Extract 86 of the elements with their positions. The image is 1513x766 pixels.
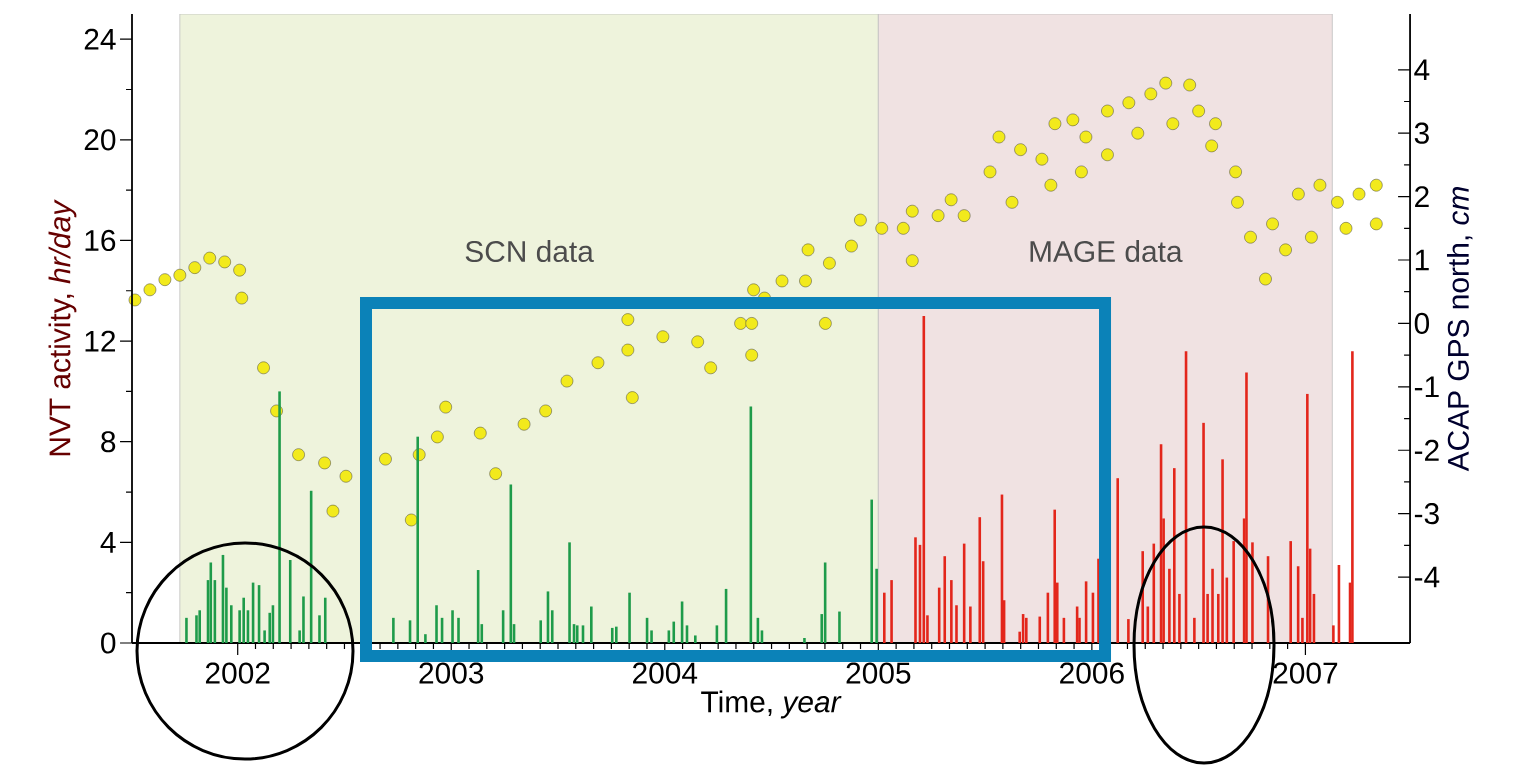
y2-tick-label: -4 bbox=[1414, 566, 1440, 588]
bar bbox=[457, 617, 460, 643]
bar bbox=[1289, 541, 1292, 643]
bar bbox=[890, 580, 893, 643]
bar bbox=[875, 568, 878, 643]
bar bbox=[1152, 543, 1156, 643]
y2-tick-label: 0 bbox=[1414, 312, 1430, 335]
bar bbox=[943, 556, 947, 643]
band-label: MAGE data bbox=[1030, 240, 1183, 263]
bar bbox=[424, 634, 427, 643]
bar bbox=[1251, 542, 1254, 643]
bar bbox=[650, 630, 653, 643]
bar bbox=[230, 605, 233, 643]
x-tick-label: 2007 bbox=[1273, 662, 1338, 684]
bar bbox=[278, 391, 281, 643]
y-tick-label: 8 bbox=[101, 431, 116, 453]
bar bbox=[1221, 459, 1224, 643]
bar bbox=[263, 630, 266, 643]
bar bbox=[978, 517, 982, 643]
bar bbox=[1173, 468, 1176, 643]
x-tick-label: 2005 bbox=[846, 662, 911, 684]
bar bbox=[392, 617, 395, 643]
bar bbox=[318, 615, 321, 643]
bar bbox=[969, 606, 972, 643]
y-tick-label: 4 bbox=[100, 532, 116, 553]
bar bbox=[302, 596, 305, 643]
bar bbox=[1116, 478, 1120, 643]
x-tick-label: 2003 bbox=[419, 662, 484, 684]
bar bbox=[242, 597, 245, 643]
y2-tick-label: -2 bbox=[1414, 439, 1439, 461]
y-axis-title: NVT activity, hr/day bbox=[48, 199, 77, 456]
bar bbox=[288, 559, 292, 643]
bar bbox=[1351, 351, 1354, 643]
bar bbox=[1202, 422, 1205, 643]
bar bbox=[568, 542, 571, 643]
y2-tick-label: 3 bbox=[1414, 122, 1429, 144]
bar bbox=[694, 635, 697, 643]
y-tick-label: 20 bbox=[84, 129, 116, 151]
bar bbox=[955, 605, 958, 643]
bar bbox=[1127, 619, 1130, 643]
y-tick-label: 24 bbox=[84, 28, 116, 50]
bar bbox=[1053, 509, 1057, 643]
bar bbox=[838, 611, 841, 643]
bar bbox=[672, 621, 676, 643]
bar bbox=[1211, 568, 1214, 643]
bar bbox=[539, 620, 543, 643]
bar bbox=[451, 610, 454, 643]
y2-axis-title: ACAP GPS north, cm bbox=[1446, 187, 1473, 472]
bar bbox=[1193, 617, 1196, 643]
bar bbox=[628, 592, 631, 643]
band-label: SCN data bbox=[465, 240, 594, 263]
bar bbox=[1301, 617, 1304, 643]
bar bbox=[610, 627, 614, 643]
bar bbox=[883, 592, 886, 643]
y-tick-label: 16 bbox=[85, 229, 116, 252]
bar bbox=[590, 606, 593, 643]
bar bbox=[1038, 616, 1042, 643]
bar bbox=[1332, 625, 1335, 643]
y-tick-label: 0 bbox=[101, 632, 116, 654]
bar bbox=[550, 610, 554, 643]
bar bbox=[870, 499, 874, 643]
y2-tick-label: 2 bbox=[1415, 186, 1429, 208]
bar bbox=[198, 610, 201, 643]
bar bbox=[185, 617, 188, 643]
bar bbox=[1232, 541, 1235, 643]
x-tick-label: 2004 bbox=[633, 662, 698, 684]
bar bbox=[803, 637, 806, 643]
bar bbox=[323, 597, 327, 643]
bar bbox=[435, 605, 438, 643]
x-tick-label: 2006 bbox=[1060, 662, 1124, 684]
bar bbox=[1168, 568, 1171, 643]
bar bbox=[950, 580, 953, 643]
bar bbox=[914, 537, 917, 643]
x-axis-title: Time, year bbox=[701, 690, 842, 719]
y2-tick-label: 1 bbox=[1415, 249, 1429, 271]
y2-tick-label: -1 bbox=[1414, 376, 1439, 398]
y-tick-label: 12 bbox=[85, 330, 116, 352]
y2-tick-label: -3 bbox=[1414, 503, 1439, 525]
bar bbox=[1306, 393, 1309, 643]
bar bbox=[1025, 617, 1028, 643]
x-tick-label: 2002 bbox=[205, 662, 270, 684]
bar bbox=[1178, 593, 1181, 643]
bar bbox=[209, 562, 213, 643]
bar bbox=[615, 626, 618, 643]
bar bbox=[1245, 372, 1248, 643]
y2-tick-label: 4 bbox=[1414, 59, 1430, 81]
